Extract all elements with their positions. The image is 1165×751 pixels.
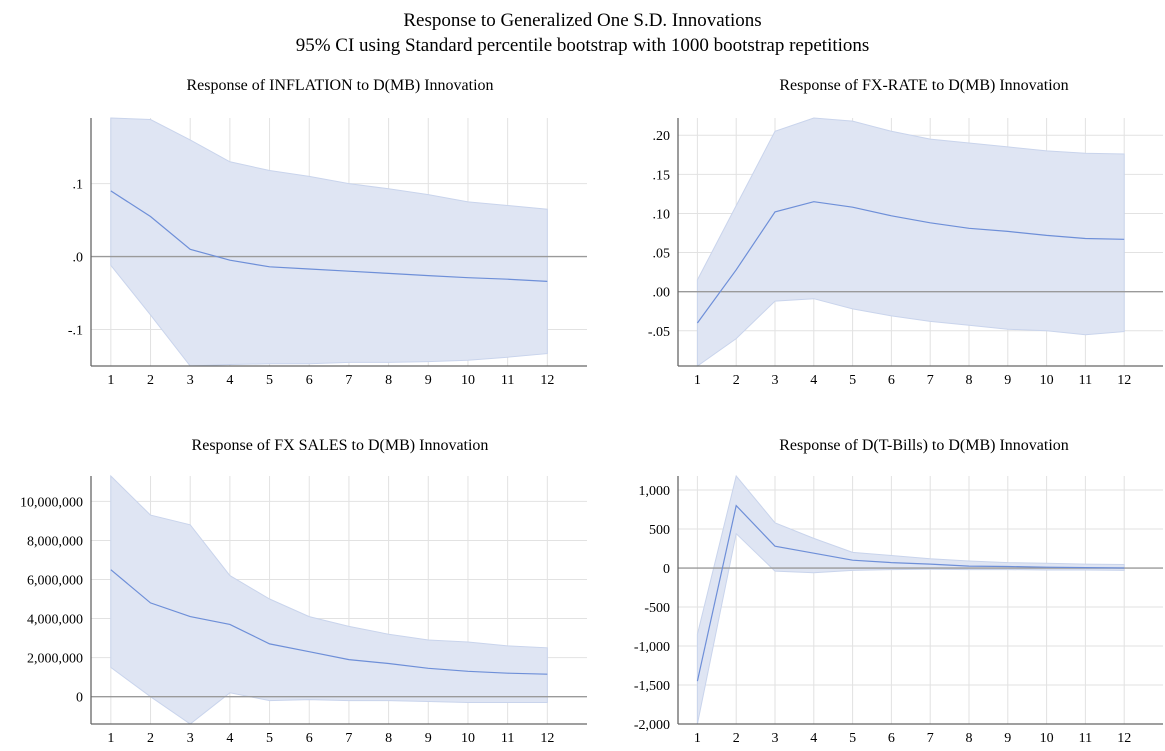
y-tick-label: -1,500 [634, 679, 670, 694]
x-tick-label: 2 [147, 731, 154, 746]
x-tick-label: 8 [385, 373, 392, 388]
figure-subtitle: 95% CI using Standard percentile bootstr… [295, 35, 870, 56]
y-tick-label: 10,000,000 [20, 495, 83, 510]
x-tick-label: 2 [147, 373, 154, 388]
x-tick-label: 7 [927, 731, 934, 746]
x-tick-label: 3 [772, 373, 779, 388]
panel-title: Response of D(T-Bills) to D(MB) Innovati… [779, 437, 1069, 454]
x-tick-label: 4 [810, 731, 817, 746]
x-tick-label: 2 [733, 731, 740, 746]
x-tick-label: 5 [849, 731, 856, 746]
y-tick-label: -1,000 [634, 640, 670, 655]
x-tick-label: 10 [461, 731, 475, 746]
x-tick-label: 11 [1079, 731, 1092, 746]
confidence-band [696, 474, 1125, 725]
x-tick-label: 3 [187, 731, 194, 746]
y-tick-label: .00 [653, 286, 671, 301]
x-tick-label: 8 [385, 731, 392, 746]
x-tick-label: 3 [772, 731, 779, 746]
x-tick-label: 12 [1117, 731, 1131, 746]
y-tick-label: .15 [653, 168, 671, 183]
y-tick-label: 0 [663, 562, 670, 577]
x-tick-label: 11 [501, 731, 514, 746]
x-tick-label: 12 [1117, 373, 1131, 388]
x-tick-label: 4 [226, 373, 233, 388]
y-tick-label: .05 [653, 247, 671, 262]
panel-title: Response of INFLATION to D(MB) Innovatio… [186, 77, 493, 94]
response-line [696, 504, 1125, 682]
chart-panel-4: Response of D(T-Bills) to D(MB) Innovati… [634, 437, 1163, 746]
x-tick-label: 3 [187, 373, 194, 388]
x-tick-label: 5 [849, 373, 856, 388]
x-tick-label: 6 [306, 731, 313, 746]
chart-panel-2: Response of FX-RATE to D(MB) Innovation 1… [648, 77, 1163, 388]
y-tick-label: -500 [644, 601, 670, 616]
x-tick-label: 6 [888, 731, 895, 746]
x-tick-label: 6 [888, 373, 895, 388]
confidence-band [110, 117, 548, 367]
y-tick-label: .10 [653, 207, 671, 222]
x-tick-label: 6 [306, 373, 313, 388]
x-tick-label: 12 [540, 731, 554, 746]
x-tick-label: 9 [1004, 731, 1011, 746]
x-tick-label: 9 [1004, 373, 1011, 388]
chart-panel-3: Response of FX SALES to D(MB) Innovation… [20, 437, 587, 746]
x-tick-label: 7 [927, 373, 934, 388]
x-tick-label: 11 [1079, 373, 1092, 388]
confidence-band [110, 474, 548, 725]
x-tick-label: 10 [461, 373, 475, 388]
x-tick-label: 10 [1040, 373, 1054, 388]
x-tick-label: 12 [540, 373, 554, 388]
y-tick-label: -.1 [68, 324, 83, 339]
y-tick-label: 4,000,000 [27, 613, 83, 628]
x-tick-label: 10 [1040, 731, 1054, 746]
x-tick-label: 5 [266, 373, 273, 388]
x-tick-label: 4 [810, 373, 817, 388]
chart-panel-1: Response of INFLATION to D(MB) Innovatio… [68, 77, 587, 388]
x-tick-label: 1 [694, 373, 701, 388]
y-tick-label: .1 [73, 178, 84, 193]
y-tick-label: 2,000,000 [27, 652, 83, 667]
response-line [110, 569, 548, 675]
panel-title: Response of FX SALES to D(MB) Innovation [192, 437, 489, 454]
y-tick-label: .0 [73, 251, 84, 266]
y-tick-label: 500 [649, 523, 670, 538]
x-tick-label: 1 [107, 731, 114, 746]
x-tick-label: 7 [345, 373, 352, 388]
x-tick-label: 11 [501, 373, 514, 388]
panel-title: Response of FX-RATE to D(MB) Innovation [779, 77, 1068, 94]
figure-title-block: Response to Generalized One S.D. Innovat… [0, 8, 1165, 58]
x-tick-label: 2 [733, 373, 740, 388]
y-tick-label: .20 [653, 129, 671, 144]
x-tick-label: 9 [425, 373, 432, 388]
y-tick-label: 8,000,000 [27, 534, 83, 549]
confidence-band [696, 117, 1125, 367]
x-tick-label: 8 [966, 373, 973, 388]
figure-title: Response to Generalized One S.D. Innovat… [403, 10, 762, 31]
response-line [110, 190, 548, 282]
x-tick-label: 4 [226, 731, 233, 746]
response-line [696, 201, 1125, 324]
y-tick-label: -2,000 [634, 718, 670, 733]
x-tick-label: 8 [966, 731, 973, 746]
y-tick-label: 1,000 [639, 484, 671, 499]
x-tick-label: 1 [107, 373, 114, 388]
y-tick-label: 0 [76, 691, 83, 706]
y-tick-label: 6,000,000 [27, 573, 83, 588]
x-tick-label: 9 [425, 731, 432, 746]
x-tick-label: 7 [345, 731, 352, 746]
x-tick-label: 1 [694, 731, 701, 746]
y-tick-label: -.05 [648, 325, 670, 340]
x-tick-label: 5 [266, 731, 273, 746]
